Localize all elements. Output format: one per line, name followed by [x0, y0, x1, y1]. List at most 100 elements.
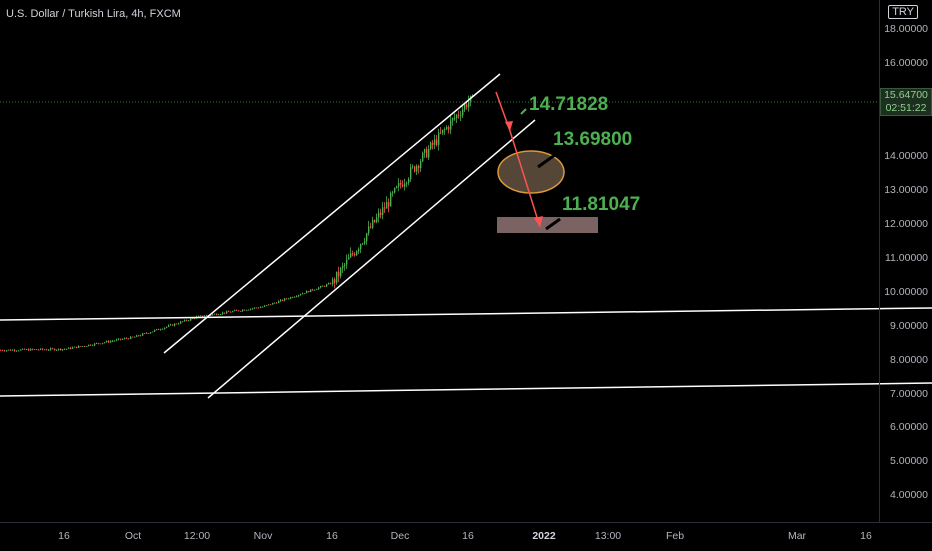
candle-body [260, 307, 262, 308]
candle-body [460, 115, 462, 117]
candle-body [404, 183, 406, 187]
candle-body [130, 336, 132, 339]
price-tick-label: 6.00000 [890, 421, 928, 433]
price-tick-label: 11.00000 [884, 252, 928, 264]
candle-body [2, 350, 4, 352]
price-tick-label: 9.00000 [890, 320, 928, 332]
candle-body [426, 149, 428, 158]
candle-body [124, 338, 126, 340]
target-zone-box [497, 217, 598, 233]
candle-body [134, 336, 136, 338]
price-tick-label: 16.00000 [884, 57, 928, 69]
candle-body [148, 333, 150, 335]
candle-body [82, 346, 84, 347]
candle-body [150, 332, 152, 334]
candle-body [142, 333, 144, 336]
candle-body [386, 202, 388, 209]
time-tick-label: Mar [787, 530, 807, 542]
candle-body [308, 291, 310, 293]
candle-body [286, 298, 288, 300]
candle-body [84, 346, 86, 347]
candle-body [50, 348, 52, 350]
candle-body [186, 320, 188, 321]
candle-body [242, 309, 244, 312]
candle-body [330, 283, 332, 285]
candle-body [468, 101, 470, 108]
candle-body [466, 104, 468, 108]
price-tick-label: 4.00000 [890, 489, 928, 501]
candle-body [320, 286, 322, 288]
annotation-price-1[interactable]: 14.71828 [529, 94, 609, 115]
candle-body [350, 253, 352, 258]
candle-body [152, 331, 154, 333]
candle-body [274, 302, 276, 304]
time-axis[interactable]: 16 Oct 12:00 Nov 16 Dec 16 2022 13:00 Feb Mar 16 [0, 522, 932, 551]
candle-body [218, 314, 220, 316]
candle-body [22, 348, 24, 350]
candle-body [46, 349, 48, 351]
support-line-lower [0, 382, 932, 397]
candle-body [0, 350, 2, 351]
candle-body [188, 320, 190, 322]
candle-body [300, 294, 302, 296]
time-tick-label: 16 [462, 530, 474, 542]
candle-body [140, 335, 142, 337]
candle-body [256, 307, 258, 309]
arrow-segment-2 [509, 130, 541, 228]
candle-body [16, 350, 18, 352]
candle-body [4, 350, 6, 352]
candle-body [462, 109, 464, 116]
time-tick-label: Dec [390, 530, 410, 542]
candle-body [408, 178, 410, 183]
candle-body [288, 298, 290, 300]
time-tick-label: Feb [665, 530, 685, 542]
candle-body [436, 139, 438, 145]
candle-body [42, 348, 44, 350]
candle-body [402, 184, 404, 187]
price-tick-label: 5.00000 [890, 455, 928, 467]
candle-body [102, 342, 104, 344]
candle-body [62, 349, 64, 351]
price-axis[interactable]: 18.0000016.0000015.0000014.0000013.00000… [879, 0, 932, 522]
candle-body [72, 347, 74, 349]
candle-body [246, 309, 248, 311]
candle-body [116, 339, 118, 341]
candle-body [416, 165, 418, 172]
candle-body [122, 338, 124, 340]
candle-body [358, 249, 360, 252]
callout-pointer-3 [545, 217, 561, 231]
candle-body [90, 344, 92, 346]
annotation-price-2[interactable]: 13.69800 [553, 129, 633, 150]
candle-body [412, 166, 414, 168]
candle-body [292, 297, 294, 298]
candle-body [128, 338, 130, 340]
candle-body [222, 312, 224, 315]
annotation-price-3[interactable]: 11.81047 [562, 194, 641, 215]
candle-body [56, 349, 58, 351]
candle-body [456, 114, 458, 118]
price-tick-label: 13.00000 [884, 184, 928, 196]
candle-body [316, 289, 318, 290]
candle-body [54, 348, 56, 351]
symbol-title[interactable]: U.S. Dollar / Turkish Lira, 4h, FXCM [6, 8, 181, 20]
candle-body [138, 335, 140, 337]
candle-body [296, 296, 298, 298]
candle-body [206, 315, 208, 317]
candle-body [126, 338, 128, 340]
candle-body [88, 344, 90, 347]
candle-body [156, 329, 158, 331]
candle-body [14, 349, 16, 351]
candle-body [472, 95, 474, 97]
candle-body [294, 296, 296, 298]
candle-body [314, 289, 316, 291]
candle-body [200, 315, 202, 317]
candle-body [202, 315, 204, 317]
candle-body [366, 233, 368, 242]
candle-body [328, 283, 330, 285]
currency-badge[interactable]: TRY [888, 5, 918, 19]
candle-body [324, 285, 326, 287]
candle-body [278, 301, 280, 304]
candle-body [168, 325, 170, 327]
candle-body [52, 348, 54, 350]
